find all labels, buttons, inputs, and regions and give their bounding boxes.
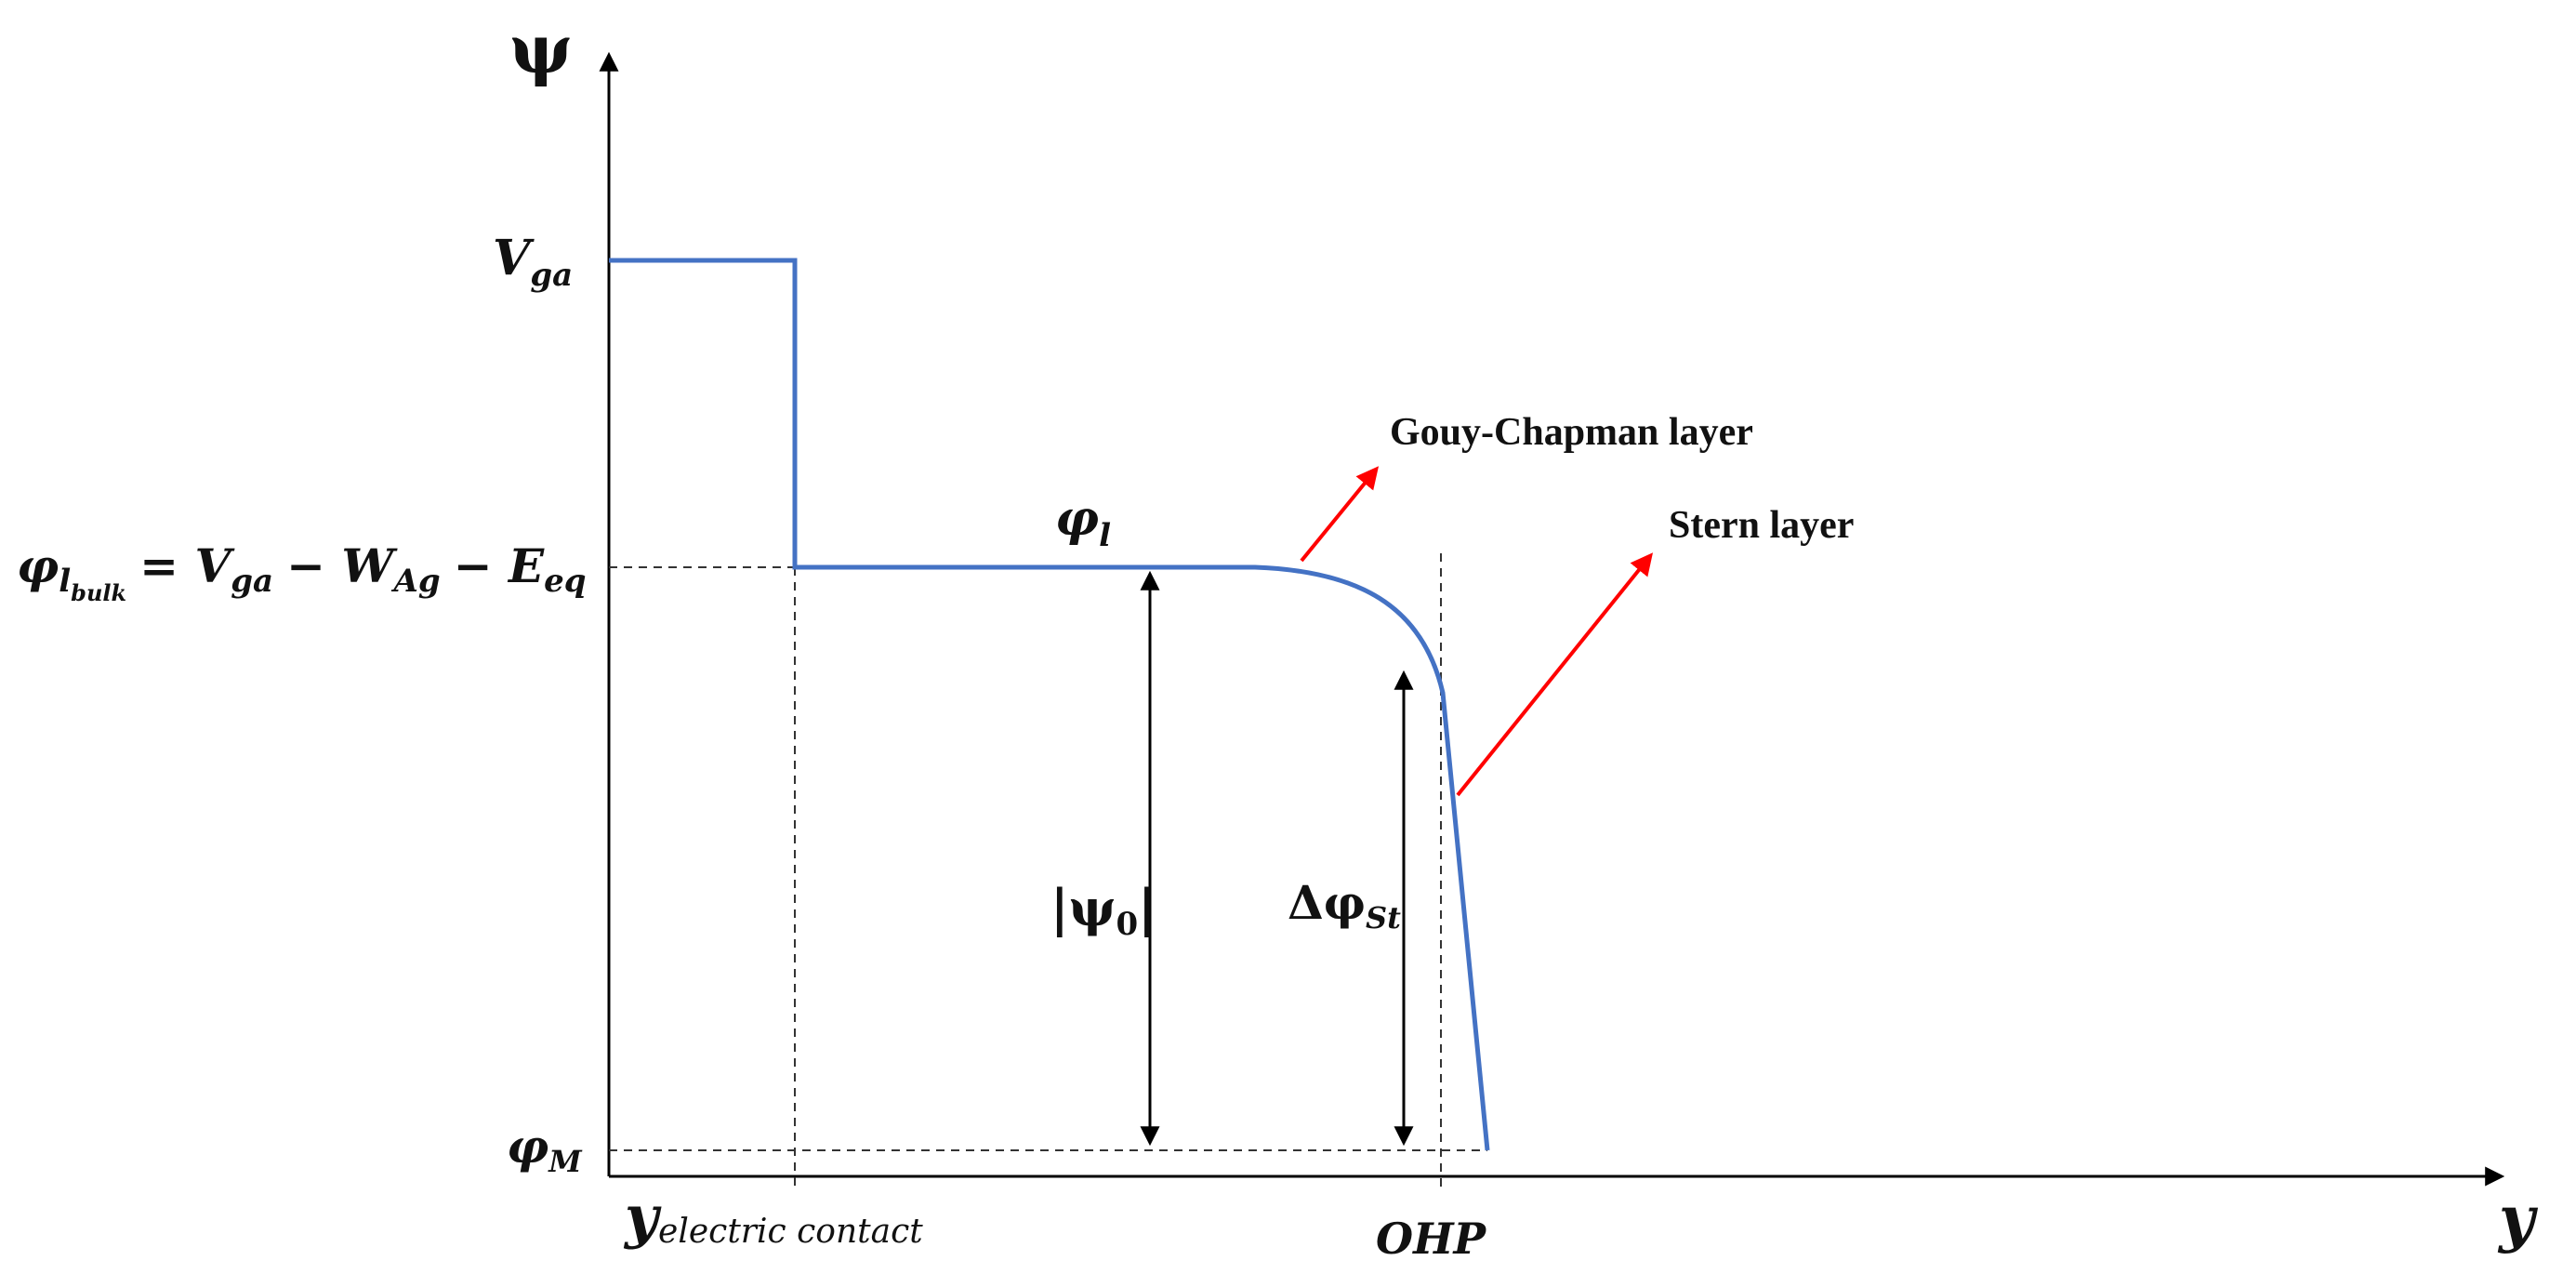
v-ga-label: Vga — [493, 230, 573, 294]
gouy-chapman-label: Gouy-Chapman layer — [1390, 411, 1753, 454]
phi-m-label: φM — [507, 1119, 583, 1179]
delta-phi-st-label: ΔφSt — [1288, 875, 1401, 936]
potential-curve — [609, 258, 1490, 1151]
psi-0-label: |ψ0| — [1050, 878, 1156, 943]
gouy-chapman-pointer — [1300, 466, 1380, 563]
phi-l-bulk-equation: φlbulk = Vga − WAg − Eeq — [17, 538, 587, 606]
ohp-label: OHP — [1376, 1214, 1487, 1264]
stern-pointer — [1456, 552, 1654, 797]
y-electric-contact-label: yelectric contact — [623, 1183, 923, 1251]
stern-label: Stern layer — [1669, 504, 1854, 547]
x-axis-label: y — [2497, 1182, 2539, 1254]
phi-l-label: φl — [1055, 490, 1111, 554]
y-axis-label: ψ — [509, 9, 573, 88]
